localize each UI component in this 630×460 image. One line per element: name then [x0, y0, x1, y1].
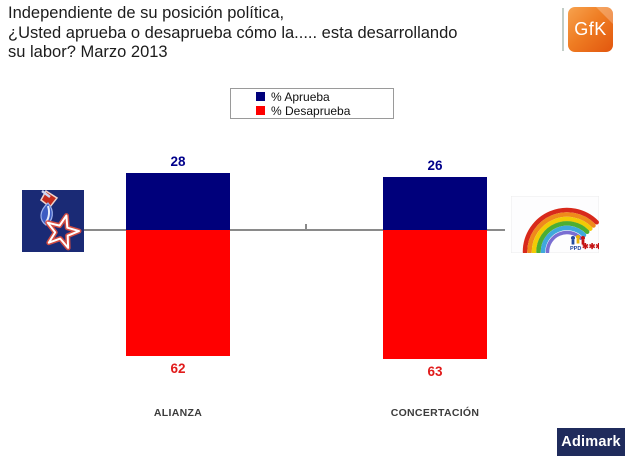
legend-label: % Desaprueba [271, 103, 351, 118]
concertacion-disapprove-value: 63 [427, 364, 443, 379]
desaprueba-swatch-icon [256, 106, 265, 115]
category-label-alianza: ALIANZA [153, 407, 203, 419]
legend-item-aprueba: % Aprueba [256, 90, 368, 104]
page-title: Independiente de su posición política, ¿… [8, 4, 553, 63]
alianza-approve-value: 28 [170, 154, 186, 169]
title-line-3: su labor? Marzo 2013 [8, 43, 168, 61]
rainbow-icon [522, 207, 599, 253]
title-line-2: ¿Usted aprueba o desaprueba cómo la.....… [8, 23, 458, 42]
adimark-logo: Adimark [557, 428, 625, 456]
ppd-figures-icon [571, 235, 585, 245]
concertacion-approve-value: 26 [427, 158, 443, 173]
header-divider [562, 8, 564, 51]
concertacion-logo: PPD ✱✱✱ [511, 196, 599, 253]
title-line-1: Independiente de su posición política, [8, 4, 285, 22]
gfk-logo: GfK [568, 7, 613, 52]
chart-legend: % Aprueba % Desaprueba [230, 88, 394, 119]
concertacion-disapprove-bar [383, 230, 487, 359]
category-label-concertacion: CONCERTACIÓN [390, 407, 480, 419]
baseline-axis [75, 229, 505, 231]
alianza-disapprove-bar [126, 230, 230, 356]
legend-label: % Aprueba [271, 89, 330, 104]
legend-item-desaprueba: % Desaprueba [256, 104, 368, 118]
axis-tick [305, 224, 307, 230]
alianza-logo [22, 190, 84, 252]
concertacion-approve-bar [383, 177, 487, 230]
aprueba-swatch-icon [256, 92, 265, 101]
concertacion-marks-icon: ✱✱✱ [582, 242, 599, 251]
torch-handle-icon [41, 190, 51, 198]
alianza-approve-bar [126, 173, 230, 230]
alianza-disapprove-value: 62 [170, 361, 186, 376]
ppd-text: PPD [570, 246, 581, 252]
gfk-logo-text: GfK [574, 19, 607, 39]
star-icon [45, 213, 82, 251]
adimark-logo-text: Adimark [561, 434, 621, 450]
